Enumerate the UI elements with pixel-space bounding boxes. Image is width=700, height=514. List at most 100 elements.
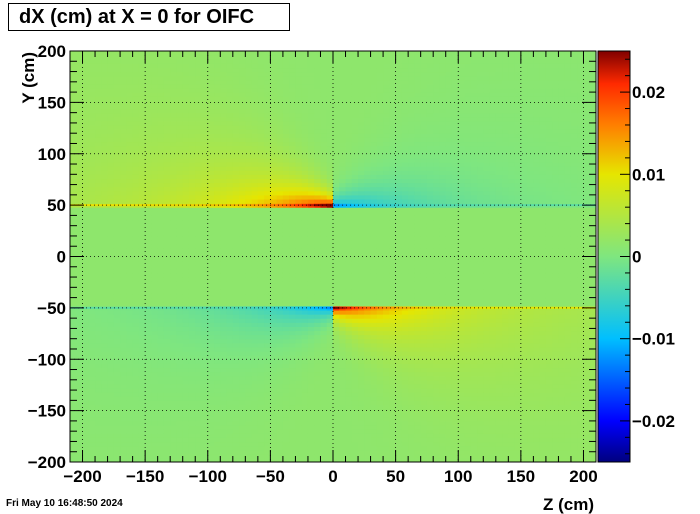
- heatmap-cell: [364, 396, 372, 401]
- heatmap-cell: [326, 272, 334, 278]
- heatmap-cell: [176, 124, 184, 130]
- heatmap-cell: [232, 153, 240, 159]
- heatmap-cell: [207, 207, 215, 212]
- heatmap-cell: [320, 420, 328, 426]
- heatmap-cell: [232, 392, 240, 397]
- heatmap-cell: [339, 67, 347, 73]
- heatmap-cell: [232, 207, 240, 212]
- heatmap-cell: [70, 338, 77, 344]
- heatmap-cell: [220, 371, 228, 377]
- heatmap-cell: [120, 346, 127, 352]
- heatmap-cell: [264, 285, 271, 290]
- heatmap-cell: [239, 174, 246, 180]
- heatmap-cell: [358, 367, 365, 373]
- heatmap-cell: [188, 412, 196, 418]
- heatmap-cell: [301, 388, 309, 393]
- heatmap-cell: [251, 392, 259, 397]
- heatmap-cell: [282, 149, 290, 155]
- heatmap-cell: [101, 59, 109, 64]
- heatmap-cell: [207, 59, 215, 64]
- heatmap-cell: [257, 75, 265, 81]
- heatmap-cell: [358, 108, 365, 114]
- heatmap-cell: [232, 281, 240, 286]
- heatmap-cell: [264, 190, 271, 196]
- heatmap-cell: [289, 355, 297, 360]
- heatmap-cell: [113, 277, 121, 282]
- heatmap-cell: [226, 178, 234, 184]
- heatmap-cell: [326, 363, 334, 369]
- heatmap-cell: [170, 227, 178, 233]
- heatmap-cell: [232, 141, 240, 147]
- heatmap-cell: [113, 153, 121, 159]
- heatmap-cell: [107, 375, 115, 381]
- heatmap-cell: [264, 194, 271, 200]
- heatmap-cell: [364, 231, 372, 237]
- heatmap-cell: [264, 219, 271, 225]
- heatmap-cell: [195, 227, 203, 233]
- heatmap-cell: [145, 83, 152, 89]
- heatmap-cell: [176, 207, 184, 212]
- heatmap-cell: [226, 219, 234, 225]
- heatmap-cell: [207, 83, 215, 89]
- heatmap-cell: [245, 92, 253, 97]
- heatmap-cell: [326, 198, 334, 204]
- heatmap-cell: [188, 375, 196, 381]
- heatmap-cell: [138, 437, 146, 443]
- heatmap-cell: [176, 51, 184, 56]
- heatmap-cell: [82, 223, 90, 229]
- heatmap-cell: [107, 318, 115, 323]
- heatmap-cell: [276, 277, 284, 282]
- heatmap-cell: [345, 396, 353, 401]
- heatmap-cell: [101, 416, 109, 422]
- heatmap-cell: [295, 449, 303, 455]
- heatmap-cell: [370, 293, 378, 299]
- heatmap-cell: [301, 157, 309, 163]
- heatmap-cell: [157, 408, 165, 414]
- heatmap-cell: [226, 342, 234, 348]
- heatmap-cell: [257, 67, 265, 73]
- heatmap-cell: [307, 396, 315, 401]
- heatmap-cell: [207, 326, 215, 332]
- heatmap-cell: [170, 338, 178, 344]
- heatmap-cell: [301, 71, 309, 77]
- heatmap-cell: [251, 346, 259, 352]
- heatmap-cell: [157, 112, 165, 118]
- heatmap-cell: [282, 161, 290, 167]
- heatmap-cell: [188, 100, 196, 106]
- heatmap-cell: [163, 309, 171, 315]
- heatmap-cell: [251, 75, 259, 81]
- heatmap-cell: [326, 170, 334, 175]
- heatmap-cell: [289, 186, 297, 192]
- heatmap-cell: [82, 396, 90, 401]
- heatmap-cell: [151, 207, 159, 212]
- heatmap-cell: [314, 392, 322, 397]
- heatmap-cell: [314, 449, 322, 455]
- heatmap-cell: [358, 235, 365, 241]
- heatmap-cell: [289, 120, 297, 126]
- heatmap-cell: [195, 124, 203, 130]
- heatmap-cell: [351, 87, 359, 93]
- heatmap-cell: [358, 79, 365, 85]
- heatmap-cell: [226, 133, 234, 138]
- heatmap-cell: [351, 268, 359, 274]
- heatmap-cell: [339, 194, 347, 200]
- heatmap-cell: [232, 231, 240, 237]
- heatmap-cell: [232, 223, 240, 229]
- heatmap-cell: [176, 297, 184, 303]
- heatmap-cell: [170, 285, 178, 290]
- heatmap-cell: [358, 281, 365, 286]
- heatmap-cell: [195, 437, 203, 443]
- heatmap-cell: [345, 363, 353, 369]
- heatmap-cell: [257, 351, 265, 356]
- heatmap-cell: [276, 194, 284, 200]
- heatmap-cell: [163, 457, 171, 462]
- heatmap-cell: [176, 87, 184, 93]
- heatmap-cell: [276, 338, 284, 344]
- heatmap-cell: [163, 277, 171, 282]
- heatmap-cell: [182, 392, 190, 397]
- heatmap-cell: [270, 457, 278, 462]
- heatmap-cell: [214, 359, 221, 364]
- heatmap-cell: [157, 330, 165, 336]
- heatmap-cell: [176, 277, 184, 282]
- heatmap-cell: [232, 264, 240, 270]
